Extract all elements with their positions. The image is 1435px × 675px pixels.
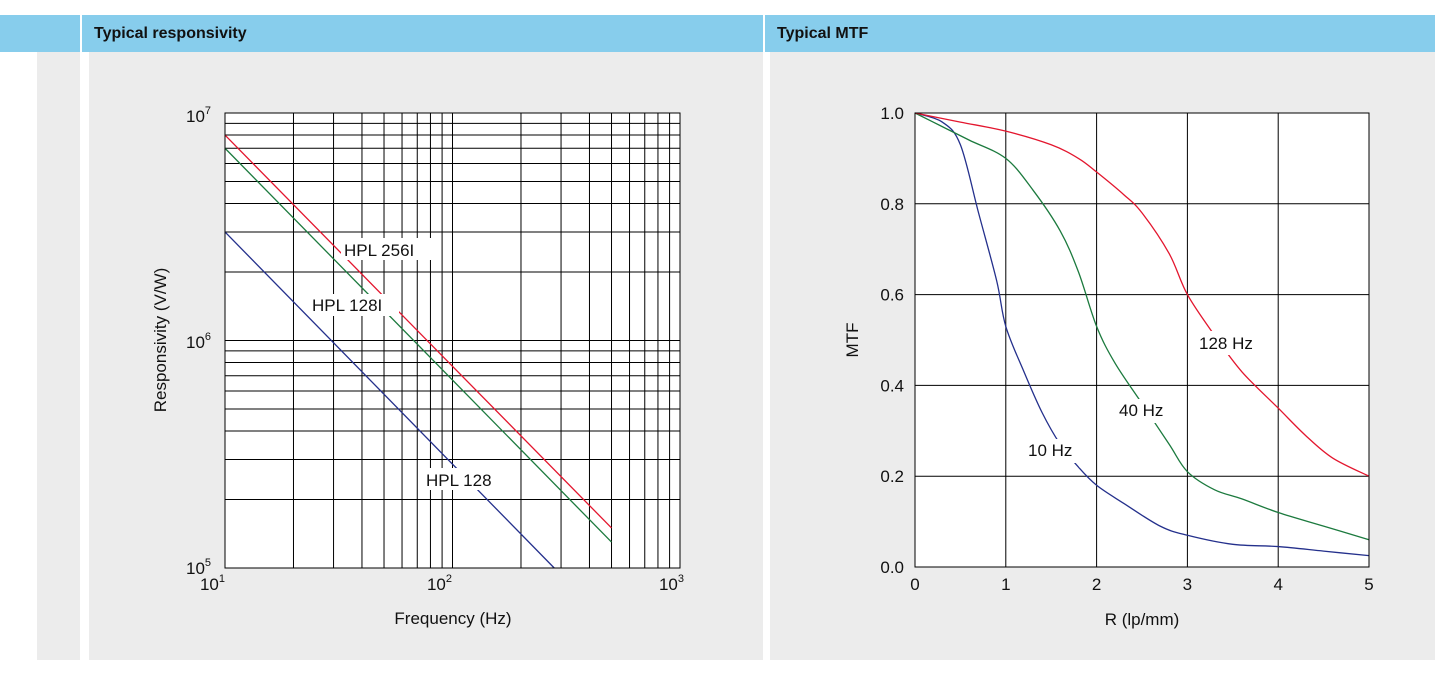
mtf-ytick-label: 1.0 [880,104,904,123]
mtf-ytick-label: 0.4 [880,376,904,395]
left-header [0,15,80,52]
resp-ytick-label: 105 [186,557,211,578]
mtf-ytick-label: 0.0 [880,558,904,577]
resp-ytick-label: 107 [186,105,211,126]
mtf-plot-area [915,113,1369,567]
annotation-hpl-256i: HPL 256I [344,241,414,260]
mtf-xtick-label: 2 [1092,575,1101,594]
mtf-xtick-label: 4 [1273,575,1282,594]
left-side-panel [37,52,80,660]
responsivity-grid [225,113,680,568]
annotation-128hz: 128 Hz [1199,334,1253,353]
resp-ytick-label: 106 [186,331,211,352]
annotation-hpl-128: HPL 128 [426,471,492,490]
mtf-xtick-label: 0 [910,575,919,594]
resp-xtick-label: 101 [200,573,225,594]
series-line-hpl-256i [224,134,612,529]
mtf-x-axis-label: R (lp/mm) [1105,610,1180,629]
resp-xtick-label: 102 [427,573,452,594]
responsivity-plot-frame [224,112,681,569]
annotation-bg [423,468,510,490]
annotation-hpl-128i: HPL 128I [312,296,382,315]
left-chart-header: Typical responsivity [82,15,763,52]
resp-y-axis-label: Responsivity (V/W) [151,268,170,413]
series-line-40-hz [914,112,1370,541]
left-chart-title: Typical responsivity [94,25,247,42]
resp-xtick-label: 103 [659,573,684,594]
mtf-xtick-label: 1 [1001,575,1010,594]
right-chart-header: Typical MTF [765,15,1435,52]
mtf-xtick-label: 3 [1183,575,1192,594]
mtf-ytick-label: 0.6 [880,286,904,305]
series-line-hpl-128i [224,147,612,543]
responsivity-series [224,134,612,569]
annotation-bg [341,238,431,260]
annotation-bg [1116,399,1178,423]
annotation-bg [309,294,399,316]
resp-x-axis-label: Frequency (Hz) [394,609,511,628]
mtf-plot-frame [914,112,1370,568]
mtf-tick-labels: 0 1 2 3 4 5 0.0 0.2 0.4 0.6 0.8 1.0 [880,104,1373,594]
series-line-128-hz [914,112,1370,477]
annotation-bg [1025,439,1085,463]
mtf-y-axis-label: MTF [843,323,862,358]
annotation-40hz: 40 Hz [1119,401,1163,420]
series-line-hpl-128 [224,231,555,569]
right-chart-title: Typical MTF [777,25,869,42]
mtf-ytick-label: 0.8 [880,195,904,214]
mtf-xtick-label: 5 [1364,575,1373,594]
mtf-ytick-label: 0.2 [880,467,904,486]
annotation-bg [1196,331,1268,355]
annotation-10hz: 10 Hz [1028,441,1072,460]
